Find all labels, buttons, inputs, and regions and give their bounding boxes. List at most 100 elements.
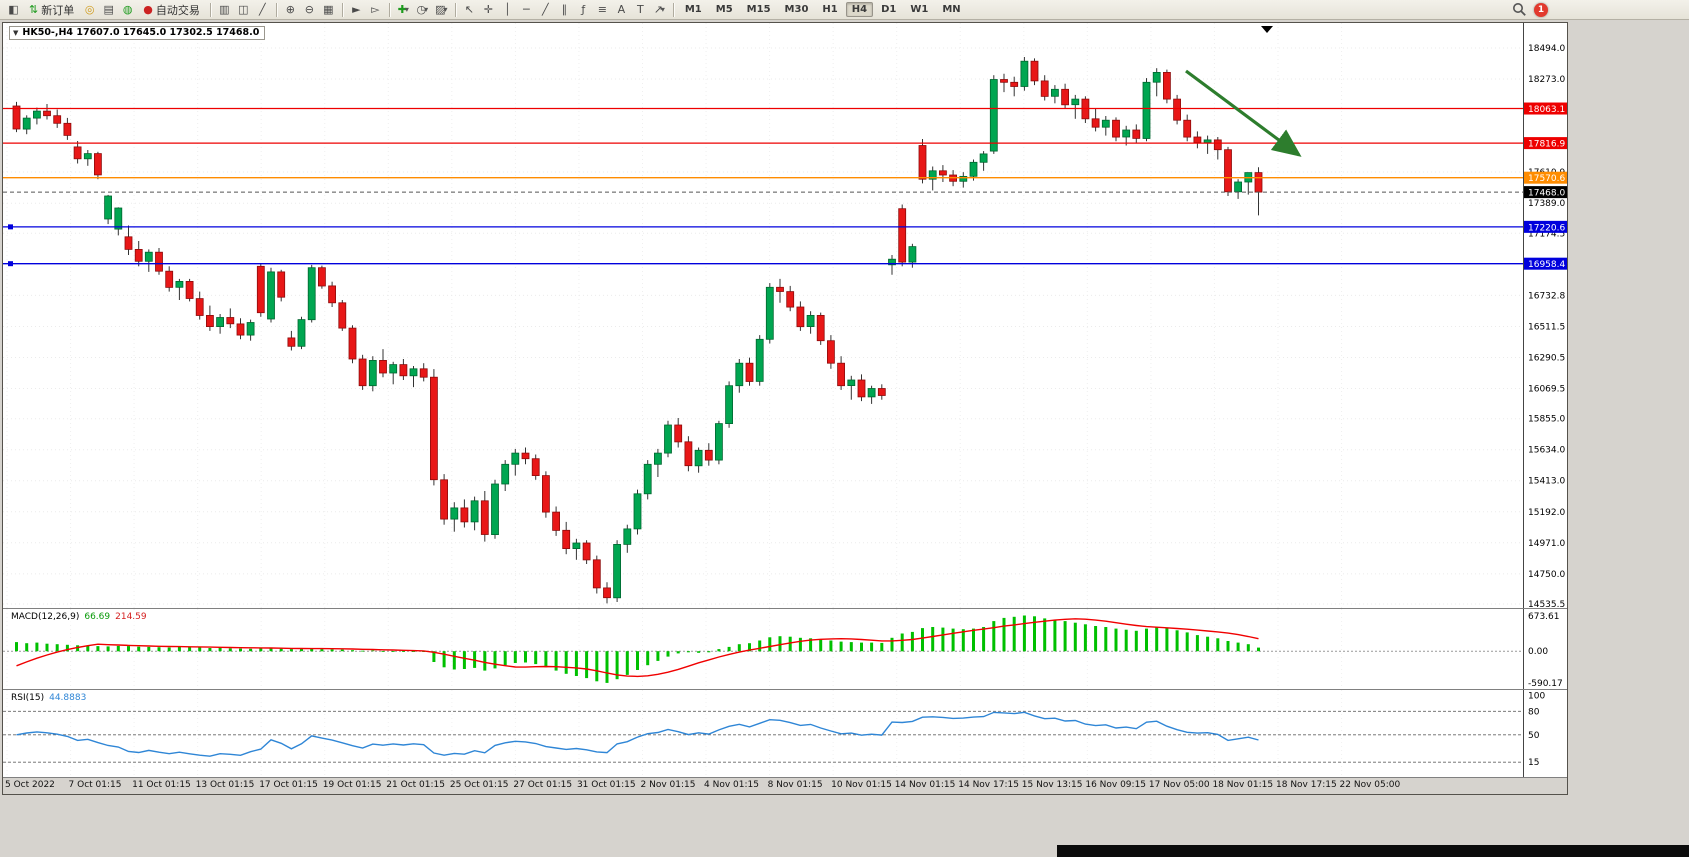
tile-windows-icon[interactable]: ▦ [319,1,338,19]
market-watch-icon[interactable]: ▤ [99,1,118,19]
timeframe-m5[interactable]: M5 [715,4,733,15]
macd-panel[interactable]: MACD(12,26,9) 66.69 214.59 673.61 0.00 -590.… [3,608,1567,689]
time-axis-label: 17 Oct 01:15 [259,780,318,790]
timeframe-w1[interactable]: W1 [910,4,929,15]
horizontal-line-tool-icon[interactable]: ─ [517,1,536,19]
timeframe-mn[interactable]: MN [942,4,961,15]
chart-title-box[interactable]: ▼ HK50-,H4 17607.0 17645.0 17302.5 17468… [9,26,266,40]
rsi-panel[interactable]: RSI(15) 44.8883 100 80 50 15 [3,689,1567,777]
time-axis-label: 19 Oct 01:15 [322,780,382,790]
time-axis-label: 22 Nov 05:00 [1339,780,1401,790]
indicators-button[interactable]: ✚ ▾ [394,1,413,19]
timeframe-h1[interactable]: H1 [822,4,838,15]
timeframe-m30[interactable]: M30 [784,4,809,15]
data-window-icon[interactable]: ◍ [118,1,137,19]
bar-chart-glyph: ▥ [219,3,230,16]
svg-text:16732.8: 16732.8 [1528,291,1565,301]
svg-text:15855.0: 15855.0 [1528,415,1565,425]
metaeditor-glyph: ◎ [84,3,95,16]
zoom-out-icon[interactable]: ⊖ [300,1,319,19]
auto-trading-button[interactable]: ● 自动交易 [137,0,206,20]
timeframe-d1[interactable]: D1 [881,4,897,15]
time-axis-label: 21 Oct 01:15 [386,780,445,790]
auto-scroll-icon[interactable]: ► [347,1,366,19]
candle-chart-glyph: ◫ [238,3,249,16]
svg-text:14535.5: 14535.5 [1528,600,1565,608]
chart-shift-glyph: ▻ [371,3,380,16]
templates-button[interactable]: ▨ ▾ [432,1,451,19]
macd-name: MACD(12,26,9) [11,612,80,622]
main-toolbar: ◧ ⇅ 新订单 ◎ ▤ ◍ ● 自动交易 ▥ ◫ ╱ ⊕ ⊖ ▦ ► ▻ ✚ ▾ … [0,0,1689,20]
rsi-canvas[interactable]: 100 80 50 15 [3,690,1567,777]
vertical-line-tool-icon[interactable]: │ [498,1,517,19]
toolbar-separator [209,2,211,17]
dropdown-icon: ▾ [443,5,448,14]
svg-text:0.00: 0.00 [1528,647,1548,657]
svg-text:16511.5: 16511.5 [1528,323,1565,333]
channel-tool-icon[interactable]: ∥ [555,1,574,19]
macd-canvas[interactable]: 673.61 0.00 -590.17 [3,609,1567,689]
text-tool-icon[interactable]: A [612,1,631,19]
channel-glyph: ∥ [561,3,568,16]
price-chart-panel[interactable]: ▼ HK50-,H4 17607.0 17645.0 17302.5 17468… [3,23,1567,608]
chart-shift-icon[interactable]: ▻ [366,1,385,19]
indicators-glyph: ✚ [397,3,407,16]
price-tag [1524,257,1567,270]
time-axis-label: 4 Nov 01:15 [704,780,759,790]
svg-text:17220.6: 17220.6 [1528,223,1565,233]
time-axis-label: 11 Oct 01:15 [132,780,191,790]
grid-tool-icon[interactable]: ≡ [593,1,612,19]
order-arrows-icon: ⇅ [29,3,39,16]
price-tag [1524,220,1567,233]
crosshair-tool-icon[interactable]: ✛ [479,1,498,19]
trend-arrow[interactable] [1185,69,1302,157]
arrows-tool-button[interactable]: ↗ ▾ [650,1,669,19]
timeframe-h4[interactable]: H4 [845,2,874,17]
time-axis-label: 5 Oct 2022 [5,780,55,790]
toolbar-separator [388,2,390,17]
new-order-button[interactable]: ⇅ 新订单 [23,0,80,20]
svg-text:-590.17: -590.17 [1528,679,1563,689]
price-tag [1524,102,1567,115]
dropdown-icon: ▾ [660,5,665,14]
text-label-tool-icon[interactable]: T [631,1,650,19]
chart-title: HK50-,H4 17607.0 17645.0 17302.5 17468.0 [22,27,260,38]
cursor-glyph: ↖ [464,3,474,16]
svg-text:100: 100 [1528,692,1545,702]
bid-price-tag [1524,186,1567,199]
timeframe-m15[interactable]: M15 [746,4,771,15]
svg-text:18273.0: 18273.0 [1528,75,1565,85]
new-chart-icon[interactable]: ◧ [4,1,23,19]
auto-scroll-glyph: ► [352,3,361,16]
price-tag [1524,171,1567,184]
periods-button[interactable]: ◷ ▾ [413,1,432,19]
price-chart-canvas[interactable]: 18494.018273.017610.917389.017174.516732… [3,23,1567,608]
cursor-tool-icon[interactable]: ↖ [460,1,479,19]
time-axis-label: 15 Nov 13:15 [1021,780,1083,790]
time-axis[interactable]: 5 Oct 2022 7 Oct 01:15 11 Oct 01:15 13 Oct … [3,777,1567,794]
timeframe-m1[interactable]: M1 [684,4,702,15]
horizontal-line-glyph: ─ [523,3,530,16]
svg-text:15413.0: 15413.0 [1528,477,1565,487]
metaeditor-icon[interactable]: ◎ [80,1,99,19]
notification-badge[interactable]: 1 [1534,2,1548,17]
candlestick-chart-icon[interactable]: ◫ [234,1,253,19]
zoom-in-icon[interactable]: ⊕ [281,1,300,19]
trendline-tool-icon[interactable]: ╱ [536,1,555,19]
time-axis-label: 14 Nov 17:15 [958,780,1019,790]
line-chart-icon[interactable]: ╱ [253,1,272,19]
fibonacci-tool-icon[interactable]: ƒ [574,1,593,19]
time-axis-label: 25 Oct 01:15 [449,780,509,790]
rsi-value: 44.8883 [49,693,87,703]
search-icon[interactable] [1512,2,1527,17]
bar-chart-icon[interactable]: ▥ [215,1,234,19]
svg-text:15634.0: 15634.0 [1528,446,1565,456]
data-window-glyph: ◍ [122,3,133,16]
svg-text:673.61: 673.61 [1528,612,1560,622]
toolbar-separator [341,2,343,17]
svg-text:15: 15 [1528,758,1539,768]
svg-text:18494.0: 18494.0 [1528,44,1565,54]
market-watch-glyph: ▤ [103,3,114,16]
bottom-black-bar [1057,845,1689,857]
chart-shift-marker[interactable] [1261,26,1273,33]
